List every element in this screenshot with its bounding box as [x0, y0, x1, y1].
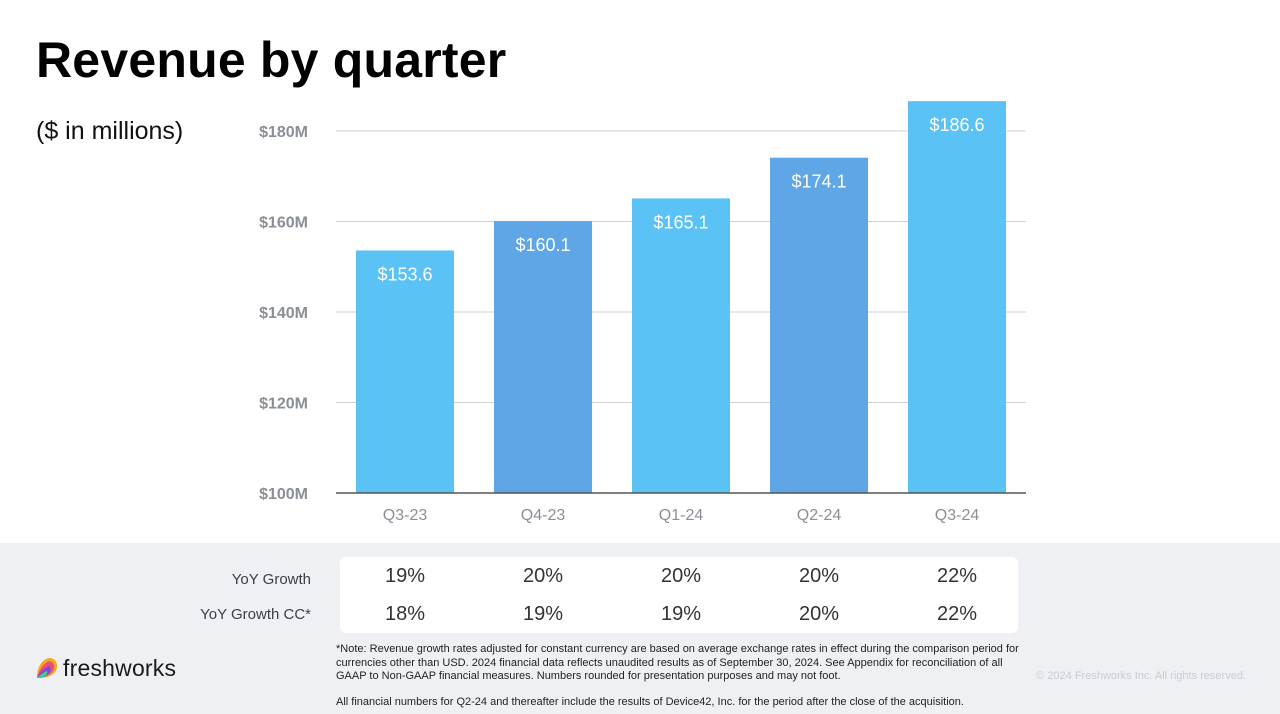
bar-value-label: $174.1: [791, 172, 846, 192]
page-title: Revenue by quarter: [36, 32, 507, 88]
yoy-growth-value: 20%: [798, 565, 840, 587]
x-tick-label: Q2-24: [797, 507, 842, 524]
x-tick-label: Q3-23: [383, 507, 428, 524]
copyright: © 2024 Freshworks Inc. All rights reserv…: [1036, 670, 1246, 682]
yoy-growth-cc-value: 18%: [384, 603, 426, 625]
bar-q4-23: [494, 221, 592, 494]
logo-wordmark: freshworks: [63, 654, 177, 681]
x-tick-label: Q3-24: [935, 507, 980, 524]
acquisition-note: All financial numbers for Q2-24 and ther…: [336, 696, 964, 708]
yoy-growth-cc-value: 19%: [660, 603, 702, 625]
yoy-growth-value: 22%: [936, 565, 978, 587]
growth-table-card: [340, 557, 1018, 633]
freshworks-logo-icon: [37, 658, 57, 678]
y-tick-label: $100M: [259, 486, 308, 503]
bar-value-label: $165.1: [653, 212, 708, 232]
yoy-growth-label: YoY Growth: [231, 571, 311, 588]
bar-value-label: $160.1: [515, 235, 570, 255]
yoy-growth-value: 19%: [384, 565, 426, 587]
x-tick-label: Q4-23: [521, 507, 566, 524]
page-subtitle: ($ in millions): [36, 117, 184, 145]
y-tick-label: $180M: [259, 124, 308, 141]
yoy-growth-value: 20%: [660, 565, 702, 587]
footnote: *Note: Revenue growth rates adjusted for…: [336, 643, 1019, 682]
y-tick-label: $120M: [259, 396, 308, 413]
y-tick-label: $160M: [259, 215, 308, 232]
bar-value-label: $153.6: [377, 264, 432, 284]
bar-q2-24: [770, 157, 868, 493]
bar-q3-23: [356, 250, 454, 493]
yoy-growth-value: 20%: [522, 565, 564, 587]
x-tick-label: Q1-24: [659, 507, 704, 524]
revenue-bar-chart: $100M $120M $140M $160M $180M $153.6 Q3-23 $160…: [259, 101, 1026, 524]
y-tick-label: $140M: [259, 305, 308, 322]
yoy-growth-cc-value: 20%: [798, 603, 840, 625]
bar-value-label: $186.6: [929, 115, 984, 135]
yoy-growth-cc-label: YoY Growth CC*: [200, 606, 311, 623]
yoy-growth-cc-value: 19%: [522, 603, 564, 625]
bar-q3-24: [908, 101, 1006, 493]
yoy-growth-cc-value: 22%: [936, 603, 978, 625]
freshworks-logo: freshworks: [35, 652, 176, 684]
bar-q1-24: [632, 198, 730, 494]
